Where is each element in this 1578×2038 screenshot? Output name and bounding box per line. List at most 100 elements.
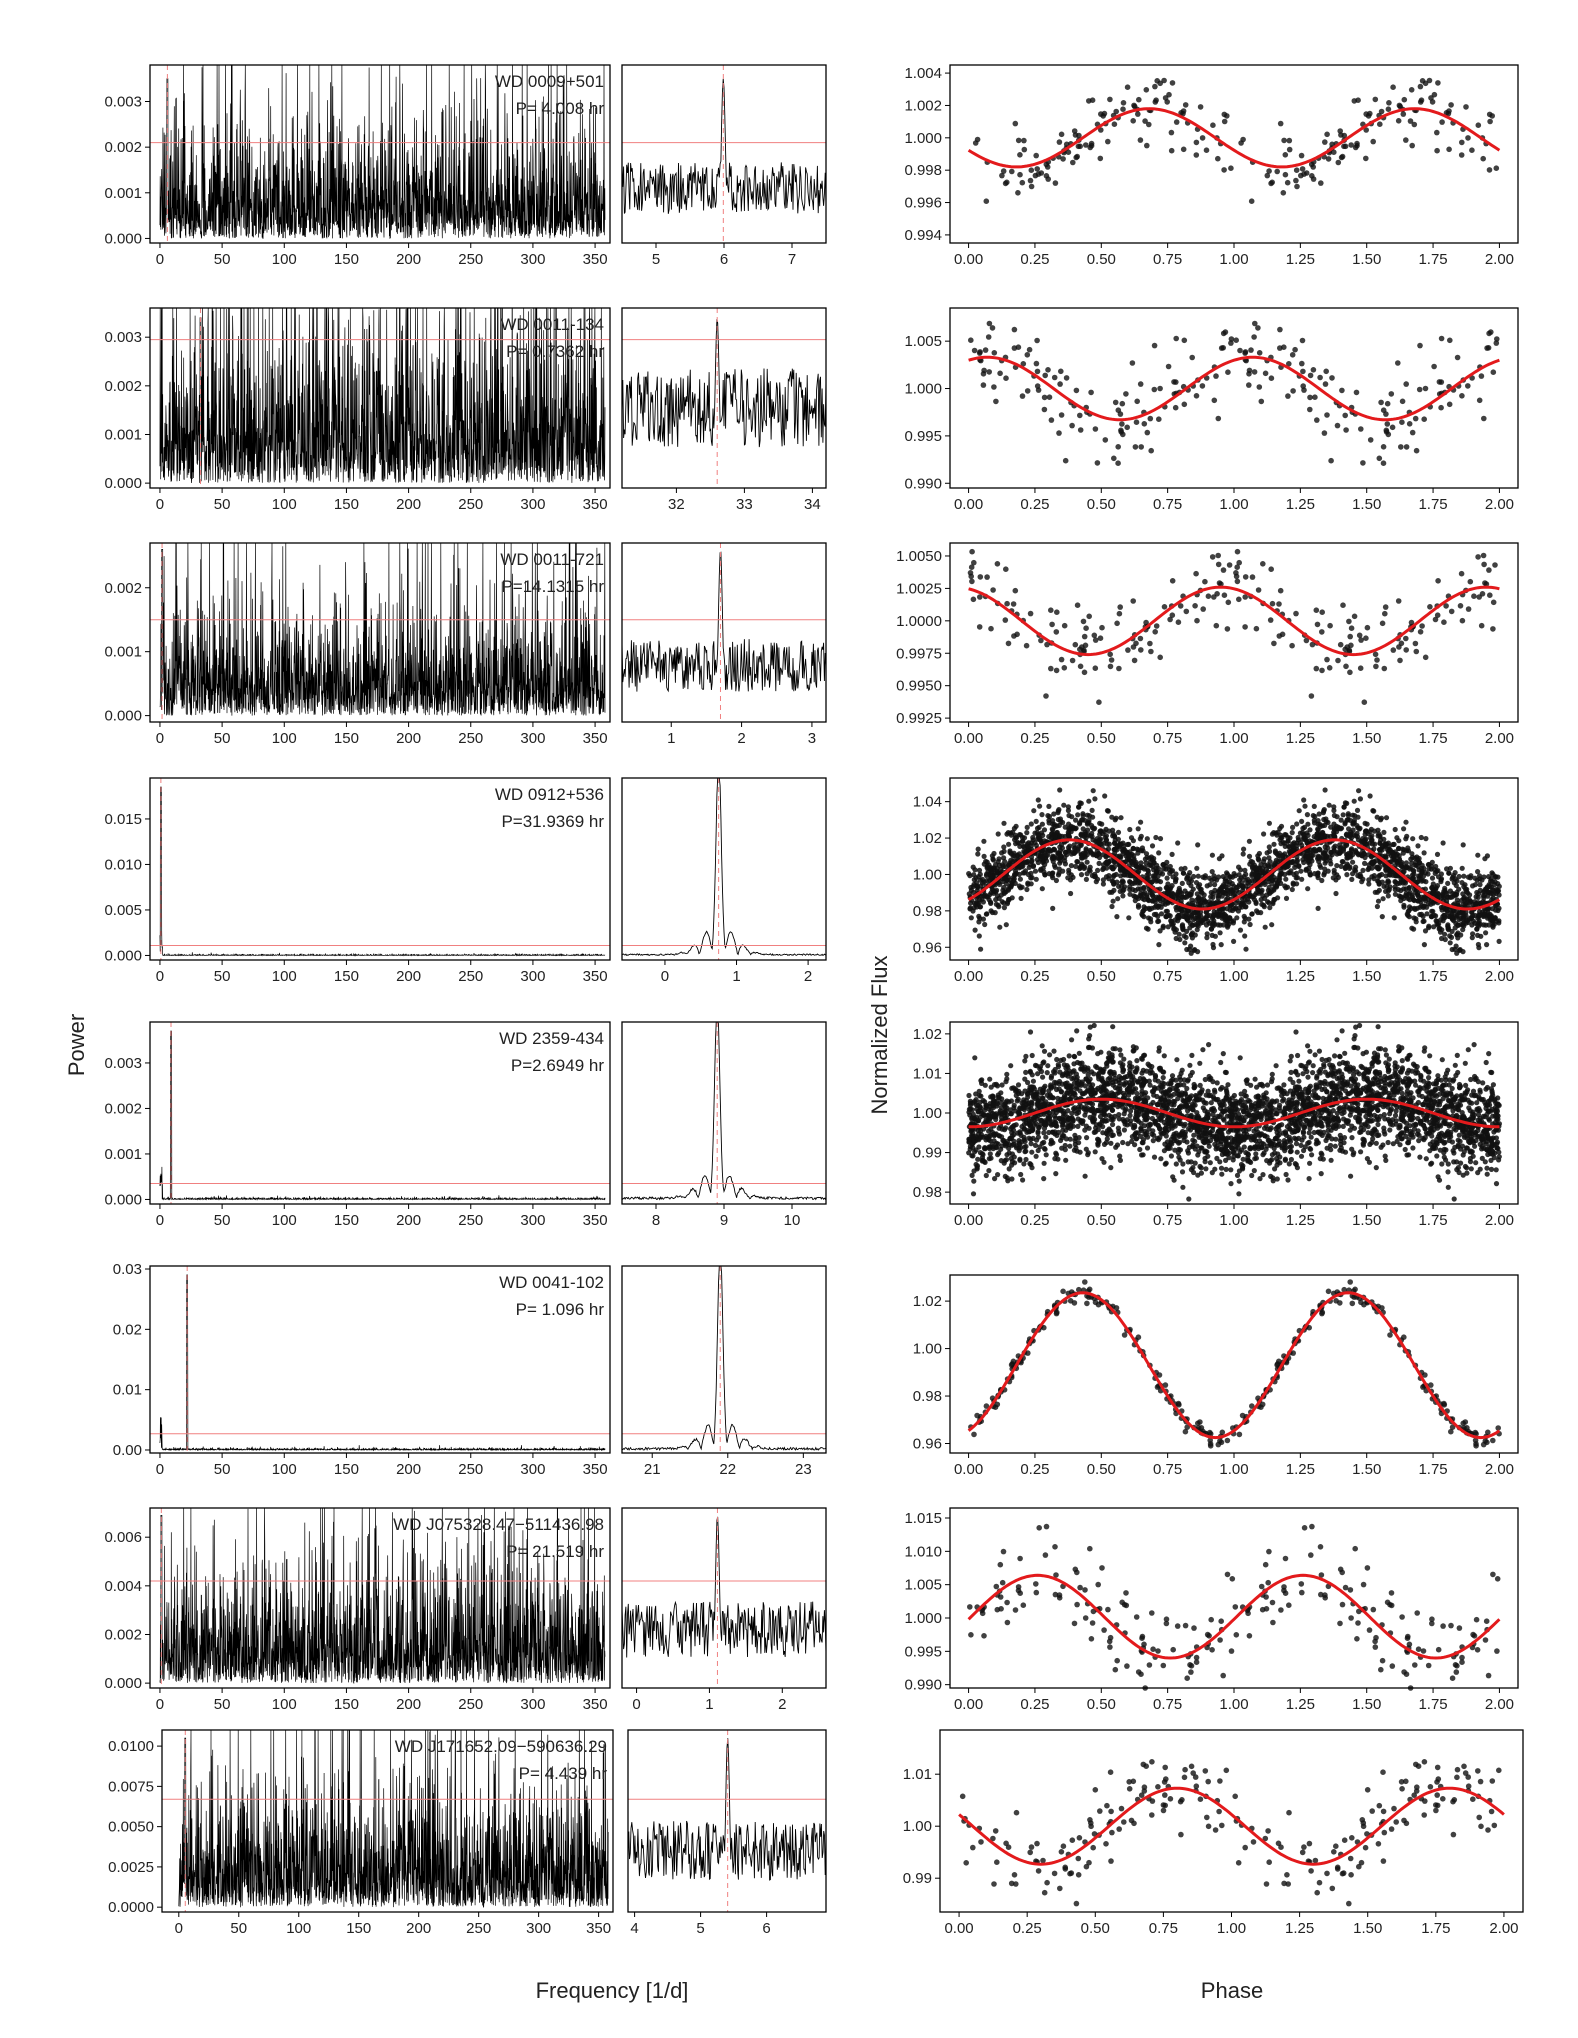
phase-point [1049, 621, 1055, 628]
phase-point [1119, 421, 1125, 427]
phase-point [1262, 370, 1269, 377]
phase-point [1315, 875, 1321, 881]
phase-point [1050, 854, 1056, 861]
phase-point [1475, 122, 1482, 128]
phase-point [1207, 902, 1213, 908]
phase-point [1359, 879, 1365, 885]
star-name-5: WD 2359-434 [499, 1029, 604, 1048]
phase-point [1396, 893, 1402, 899]
phase-point [1382, 1116, 1388, 1122]
phase-point [1052, 180, 1059, 186]
phase-point [1184, 874, 1190, 881]
phase-point [1224, 626, 1231, 632]
phase-point [1019, 179, 1026, 186]
zoom-1-xtick-label-0: 5 [652, 251, 660, 268]
phase-point [1142, 118, 1148, 124]
phase-point [1456, 910, 1462, 916]
phase-point [1243, 946, 1249, 952]
phase-point [1413, 447, 1420, 454]
phase-point [1087, 1024, 1093, 1030]
phase-point [1323, 816, 1329, 822]
phase-2-ytick-label-0: 0.990 [904, 475, 942, 492]
phase-point [1043, 1152, 1049, 1158]
phase-point [1395, 360, 1401, 366]
phase-point [1308, 1134, 1314, 1140]
phase-point [1023, 642, 1030, 649]
phase-point [1150, 1138, 1156, 1144]
phase-point [1493, 907, 1499, 913]
phase-point [1456, 947, 1463, 954]
phase-point [1213, 373, 1219, 379]
periodogram-trace-5 [159, 1030, 606, 1201]
phase-point [1167, 616, 1173, 623]
phase-point [1340, 846, 1347, 852]
phase-point [1234, 564, 1240, 570]
phase-point [1301, 797, 1307, 803]
phase-point [980, 916, 987, 922]
phase-point [1276, 601, 1282, 607]
phase-point [1446, 401, 1453, 408]
phase-point [1017, 876, 1024, 882]
periodogram-2-xtick-label-7: 350 [583, 496, 608, 513]
phase-point [1051, 374, 1058, 381]
phase-point [1378, 399, 1384, 406]
phase-point [1461, 895, 1467, 901]
phase-point [1253, 873, 1259, 880]
phase-point [1419, 862, 1425, 868]
phase-point [1138, 444, 1144, 450]
phase-point [1246, 853, 1253, 860]
phase-point [1469, 147, 1475, 153]
phase-point [1300, 368, 1306, 375]
phase-point [1091, 632, 1098, 639]
phase-point [1175, 840, 1181, 846]
phase-2-ytick-label-2: 1.000 [904, 381, 942, 398]
phase-point [1026, 346, 1033, 353]
periodogram-3-xtick-label-2: 100 [272, 730, 297, 747]
phase-point [1447, 940, 1453, 946]
phase-point [1309, 852, 1315, 858]
phase-point [1391, 915, 1397, 921]
phase-point [1449, 912, 1455, 918]
phase-point [1061, 622, 1068, 629]
phase-point [1483, 930, 1489, 936]
phase-point [970, 908, 976, 914]
phase-point [1110, 898, 1116, 904]
phase-point [978, 946, 984, 952]
phase-point [1352, 813, 1358, 819]
periodogram-5-xtick-label-7: 350 [583, 1212, 608, 1229]
periodogram-1-xtick-label-1: 50 [214, 251, 231, 268]
phase-point [1029, 1149, 1035, 1155]
periodogram-frame-1 [149, 64, 611, 244]
phase-point [1045, 367, 1051, 373]
phase-point [997, 924, 1003, 930]
phase-point [1053, 877, 1059, 884]
phase-point [1158, 911, 1165, 917]
phase-2-xtick-label-4: 1.00 [1219, 496, 1248, 513]
phase-point [1294, 881, 1300, 887]
phase-point [1097, 635, 1104, 641]
phase-point [1348, 625, 1355, 631]
phase-point [1440, 904, 1446, 910]
phase-point [1355, 873, 1361, 879]
phase-point [990, 587, 996, 593]
phase-point [1164, 99, 1170, 105]
periodogram-4-xtick-label-4: 200 [396, 968, 421, 985]
phase-point [1278, 880, 1284, 887]
phase-point [1294, 859, 1300, 865]
phase-point [1191, 947, 1197, 954]
phase-point [994, 866, 1000, 872]
phase-point [1228, 340, 1234, 346]
zoom-3-xtick-label-2: 3 [808, 730, 816, 747]
phase-point [1176, 885, 1182, 891]
phase-point [1149, 843, 1156, 849]
phase-point [1361, 699, 1368, 705]
phase-point [1001, 855, 1007, 861]
phase-point [1215, 415, 1222, 422]
phase-point [1221, 111, 1228, 118]
phase-point [1151, 386, 1158, 393]
phase-point [1259, 901, 1265, 907]
phase-3-xtick-label-4: 1.00 [1219, 730, 1248, 747]
phase-point [1038, 853, 1044, 859]
